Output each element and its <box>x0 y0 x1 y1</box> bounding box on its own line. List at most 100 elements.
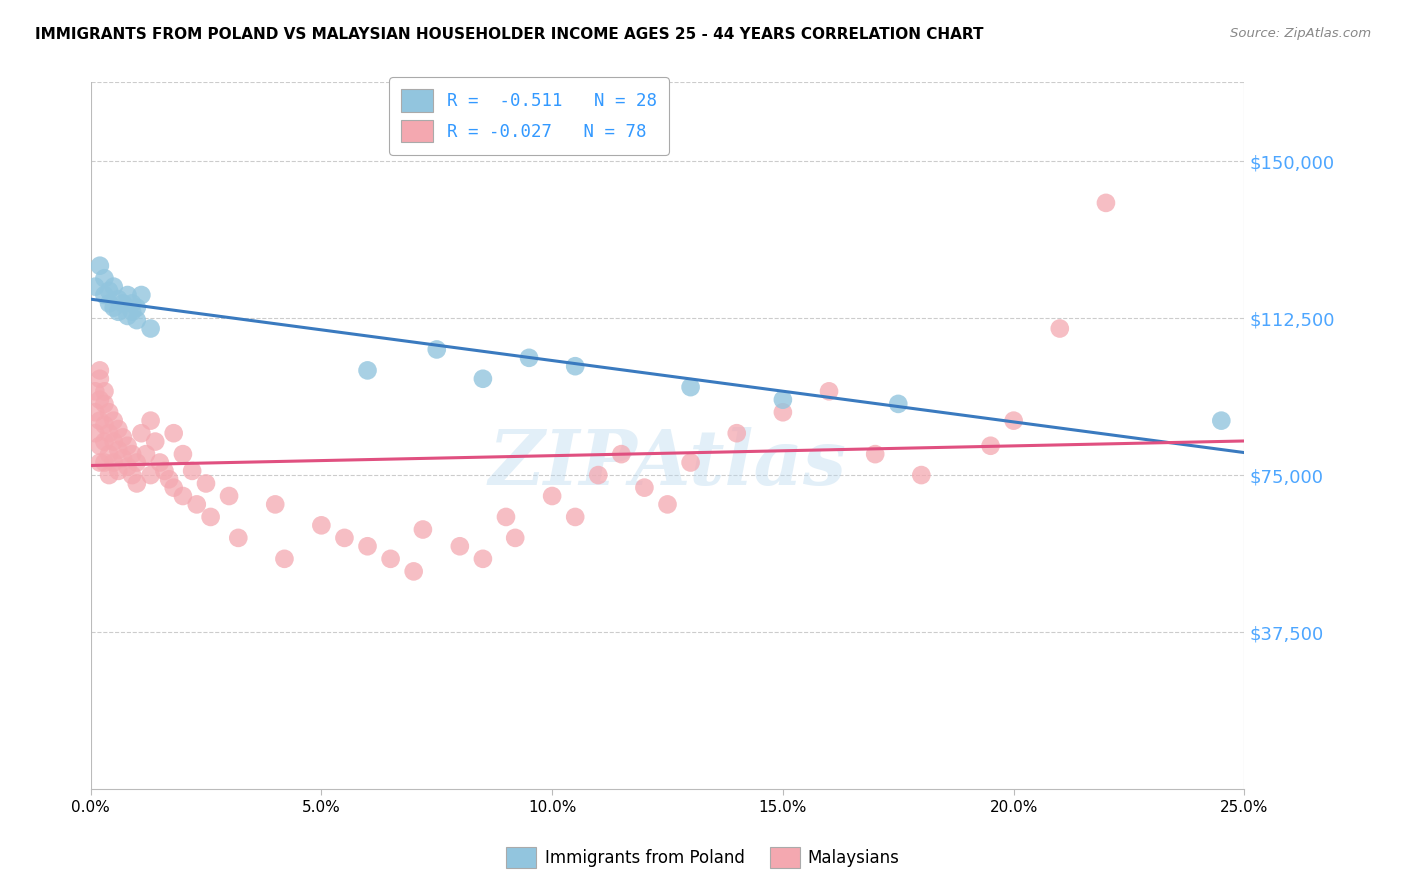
Point <box>181 464 204 478</box>
Point <box>471 372 494 386</box>
Text: Source: ZipAtlas.com: Source: ZipAtlas.com <box>1230 27 1371 40</box>
Point <box>517 351 540 365</box>
Legend: R =  -0.511   N = 28, R = -0.027   N = 78: R = -0.511 N = 28, R = -0.027 N = 78 <box>389 77 669 154</box>
Text: ZIPAtlas: ZIPAtlas <box>488 427 846 501</box>
Point <box>273 551 295 566</box>
Point <box>772 405 794 419</box>
Point <box>125 301 148 315</box>
Point <box>89 363 111 377</box>
Point <box>264 497 287 511</box>
Point <box>89 259 111 273</box>
Point <box>449 539 471 553</box>
Point <box>887 397 910 411</box>
Point <box>107 422 129 436</box>
Point <box>503 531 526 545</box>
Point <box>89 439 111 453</box>
Point <box>117 439 139 453</box>
Point <box>412 523 434 537</box>
Point <box>121 305 143 319</box>
Point <box>89 414 111 428</box>
Point <box>679 456 702 470</box>
Point <box>402 565 425 579</box>
Point <box>117 459 139 474</box>
Point <box>84 405 107 419</box>
Point <box>98 296 121 310</box>
Point <box>818 384 841 399</box>
Point <box>93 271 115 285</box>
Point <box>135 447 157 461</box>
Point <box>226 531 249 545</box>
Point <box>149 456 172 470</box>
Point <box>89 392 111 407</box>
Point <box>103 456 125 470</box>
Point <box>121 468 143 483</box>
Point <box>93 417 115 432</box>
Point <box>125 313 148 327</box>
Point <box>195 476 218 491</box>
Point <box>121 447 143 461</box>
Point <box>84 426 107 441</box>
Point <box>93 397 115 411</box>
Point <box>125 476 148 491</box>
Point <box>107 464 129 478</box>
Point <box>186 497 208 511</box>
Point <box>103 301 125 315</box>
Point <box>131 288 153 302</box>
Point <box>98 426 121 441</box>
Point <box>98 447 121 461</box>
Point <box>356 539 378 553</box>
Point <box>541 489 564 503</box>
Point <box>117 309 139 323</box>
Point <box>157 472 180 486</box>
Point <box>980 439 1002 453</box>
Point <box>588 468 610 483</box>
Point <box>633 481 655 495</box>
Point <box>172 489 194 503</box>
Point <box>471 551 494 566</box>
Point <box>679 380 702 394</box>
Point <box>125 456 148 470</box>
Point <box>218 489 240 503</box>
Point <box>111 296 134 310</box>
Point <box>98 405 121 419</box>
Point <box>356 363 378 377</box>
Point <box>772 392 794 407</box>
Point <box>657 497 679 511</box>
Point <box>98 284 121 298</box>
Point <box>1211 414 1233 428</box>
Point <box>107 442 129 457</box>
Point <box>103 279 125 293</box>
Point <box>139 321 162 335</box>
Point <box>333 531 356 545</box>
Point <box>111 451 134 466</box>
Point <box>84 279 107 293</box>
Point <box>610 447 633 461</box>
Point <box>143 434 166 449</box>
Point <box>910 468 932 483</box>
Point <box>93 288 115 302</box>
Text: IMMIGRANTS FROM POLAND VS MALAYSIAN HOUSEHOLDER INCOME AGES 25 - 44 YEARS CORREL: IMMIGRANTS FROM POLAND VS MALAYSIAN HOUS… <box>35 27 984 42</box>
Point <box>107 305 129 319</box>
Point <box>111 430 134 444</box>
Point <box>121 296 143 310</box>
Point <box>139 468 162 483</box>
Point <box>93 384 115 399</box>
Point <box>131 426 153 441</box>
Point <box>98 468 121 483</box>
Point <box>139 414 162 428</box>
Point <box>93 456 115 470</box>
Point <box>103 434 125 449</box>
Point <box>103 414 125 428</box>
Point <box>89 372 111 386</box>
Point <box>495 510 517 524</box>
Point <box>163 426 186 441</box>
Point <box>725 426 748 441</box>
Point <box>863 447 886 461</box>
Point <box>89 456 111 470</box>
Point <box>564 510 586 524</box>
Point <box>311 518 333 533</box>
Point <box>93 434 115 449</box>
Point <box>380 551 402 566</box>
Point <box>172 447 194 461</box>
Point <box>163 481 186 495</box>
